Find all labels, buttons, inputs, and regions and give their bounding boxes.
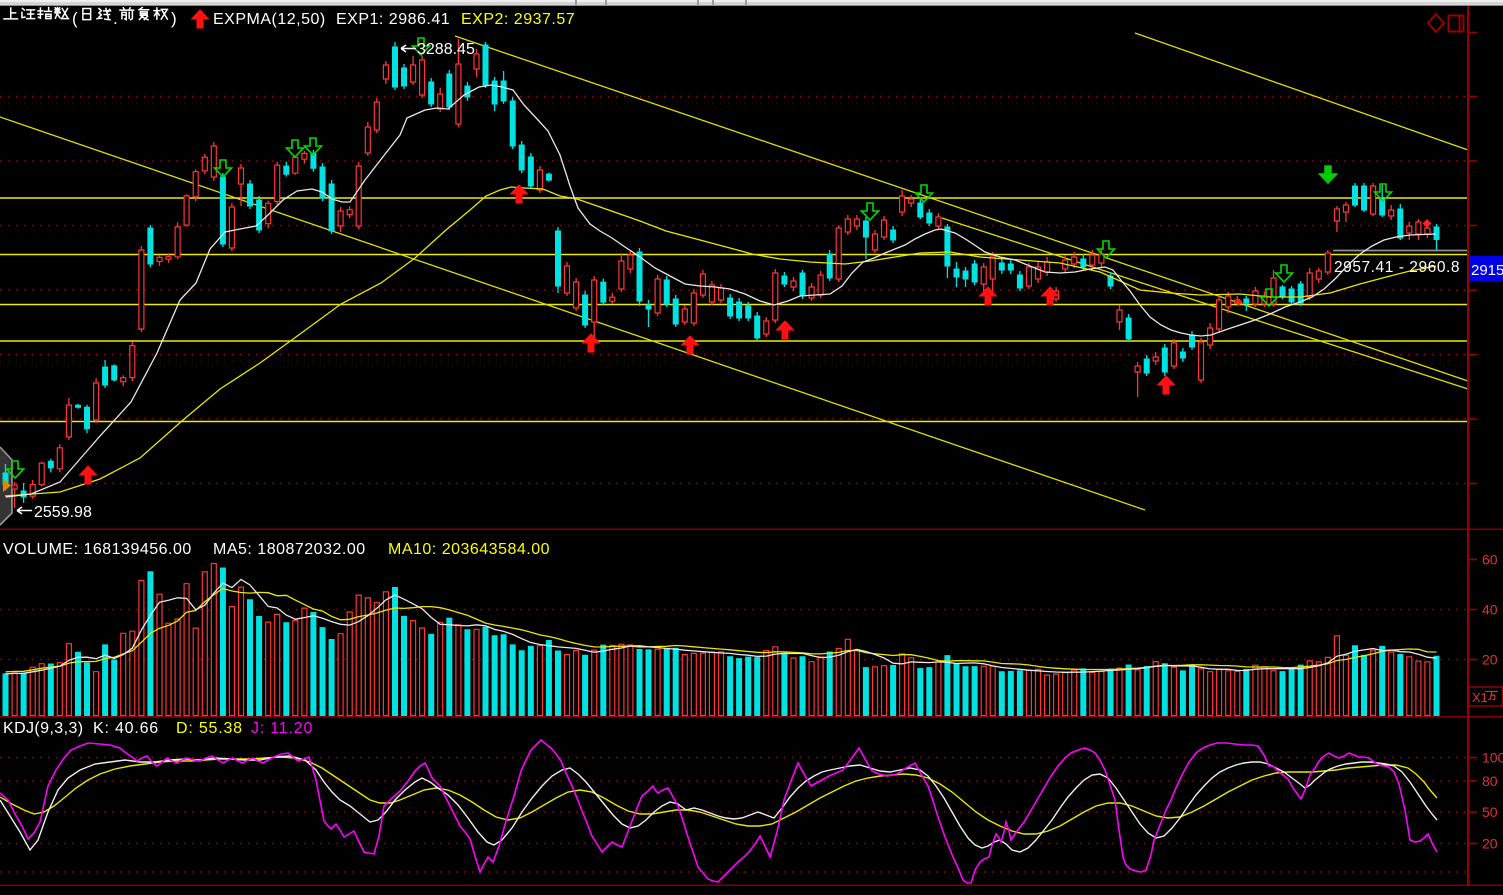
svg-text:(: ( [72, 9, 78, 28]
svg-text:D: 55.38: D: 55.38 [176, 720, 243, 737]
svg-text:2957.41 - 2960.8: 2957.41 - 2960.8 [1334, 259, 1460, 276]
svg-text:100: 100 [1482, 750, 1503, 766]
svg-text:KDJ(9,3,3): KDJ(9,3,3) [3, 720, 83, 737]
svg-text:J: 11.20: J: 11.20 [251, 720, 313, 737]
svg-text:.: . [113, 9, 118, 28]
svg-text:2559.98: 2559.98 [34, 504, 92, 521]
svg-text:K: 40.66: K: 40.66 [93, 720, 159, 737]
svg-text:EXPMA(12,50): EXPMA(12,50) [213, 11, 326, 28]
svg-text:VOLUME: 168139456.00: VOLUME: 168139456.00 [3, 541, 192, 558]
svg-text:20: 20 [1482, 652, 1498, 668]
svg-text:EXP2: 2937.57: EXP2: 2937.57 [461, 11, 575, 28]
svg-text:2915: 2915 [1471, 262, 1503, 279]
svg-text:EXP1: 2986.41: EXP1: 2986.41 [336, 11, 450, 28]
svg-text:): ) [171, 9, 177, 28]
svg-text:MA10: 203643584.00: MA10: 203643584.00 [388, 541, 550, 558]
svg-text:60: 60 [1482, 552, 1498, 568]
svg-text:3288.45: 3288.45 [417, 41, 475, 58]
svg-text:50: 50 [1482, 804, 1498, 820]
svg-text:80: 80 [1482, 773, 1498, 789]
svg-text:20: 20 [1482, 836, 1498, 852]
svg-text:MA5: 180872032.00: MA5: 180872032.00 [213, 541, 366, 558]
svg-text:X1: X1 [1472, 690, 1488, 705]
svg-text:40: 40 [1482, 602, 1498, 618]
